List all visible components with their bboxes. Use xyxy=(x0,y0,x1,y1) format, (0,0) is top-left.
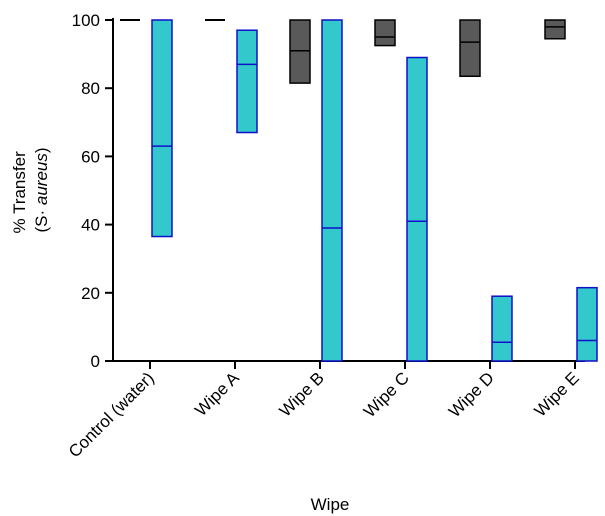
x-tick-label-0: Control (water) xyxy=(65,368,158,461)
y-tick-label-60: 60 xyxy=(81,147,100,166)
y-tick-label-20: 20 xyxy=(81,284,100,303)
box-s1-4 xyxy=(491,295,513,362)
x-tick-label-3: Wipe C xyxy=(360,368,413,421)
y-axis-title-line2: (S· aureus) xyxy=(32,147,51,232)
x-tick-label-5: Wipe E xyxy=(531,368,583,420)
box-s1-1 xyxy=(236,29,258,134)
box-s0-5 xyxy=(544,19,566,40)
x-tick-label-1: Wipe A xyxy=(191,368,243,420)
y-axis-title: % Transfer (S· aureus) xyxy=(10,147,51,234)
box-s0-3 xyxy=(374,19,396,47)
box-s1-3 xyxy=(406,56,428,362)
box-s1-5 xyxy=(576,286,598,362)
svg-text:% Transfer (S· aureus): % Transfer (S· aureus) xyxy=(10,147,51,234)
box-s0-2 xyxy=(289,19,311,84)
y-tick-label-0: 0 xyxy=(91,352,100,371)
y-tick-label-80: 80 xyxy=(81,79,100,98)
box-s0-4 xyxy=(459,19,481,78)
box-s1-0 xyxy=(151,19,173,238)
x-tick-label-2: Wipe B xyxy=(276,368,328,420)
y-tick-label-40: 40 xyxy=(81,216,100,235)
box-s1-2 xyxy=(321,19,343,362)
x-tick-label-4: Wipe D xyxy=(445,368,498,421)
x-axis-title: Wipe xyxy=(311,495,350,514)
y-axis-title-line1: % Transfer xyxy=(10,151,29,234)
y-tick-label-100: 100 xyxy=(72,11,100,30)
plot-area: 0 20 40 60 80 100 Control (water) Wipe A Wipe B W… xyxy=(65,11,598,461)
